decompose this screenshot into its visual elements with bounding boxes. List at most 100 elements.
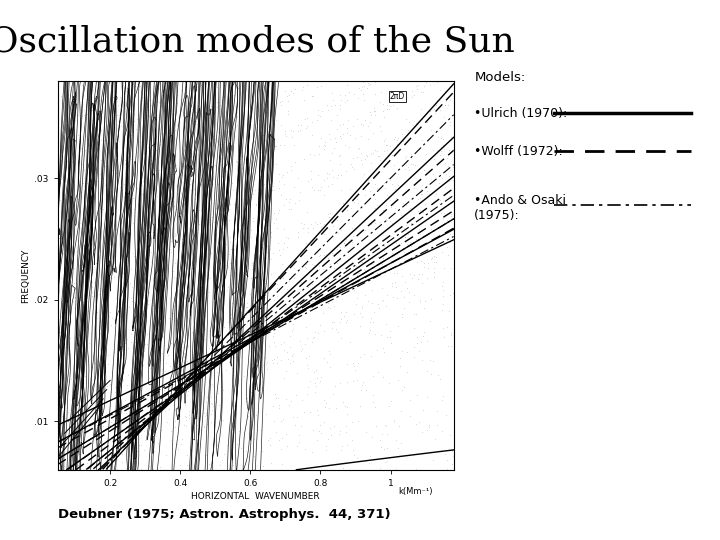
Point (139, 326, 150, 334)
Point (54, 328, 66, 336)
Point (271, 353, 283, 361)
Point (428, 170, 439, 179)
Point (195, 388, 207, 396)
Point (257, 131, 269, 139)
Point (275, 190, 287, 199)
Point (302, 282, 313, 291)
Point (66, 257, 78, 266)
Point (225, 264, 237, 272)
Point (171, 431, 183, 440)
Point (179, 226, 191, 235)
Point (65, 85, 76, 94)
Point (86, 173, 98, 182)
Point (405, 150, 416, 158)
Point (263, 327, 274, 335)
Point (366, 159, 377, 167)
Point (151, 411, 163, 420)
Point (251, 330, 262, 339)
Point (128, 205, 140, 213)
Point (112, 272, 123, 281)
Point (161, 160, 172, 169)
Point (331, 215, 343, 224)
Point (247, 377, 258, 386)
Point (415, 257, 427, 266)
Point (236, 164, 248, 172)
Point (276, 460, 288, 469)
Point (341, 402, 352, 411)
Point (270, 308, 282, 317)
Point (171, 231, 182, 240)
Point (367, 259, 379, 268)
Point (60, 464, 72, 473)
Point (69, 293, 81, 301)
Point (192, 186, 204, 194)
Point (51, 451, 63, 460)
Point (365, 260, 377, 268)
Point (284, 313, 296, 322)
Point (241, 394, 253, 402)
Point (374, 122, 386, 131)
Point (306, 297, 318, 306)
Point (186, 93, 198, 102)
Point (351, 194, 363, 203)
Point (142, 143, 153, 151)
Point (297, 224, 309, 233)
Point (307, 224, 319, 232)
Point (94, 230, 105, 239)
Point (50, 271, 62, 280)
Point (318, 145, 329, 153)
Point (276, 173, 288, 182)
Point (134, 185, 145, 194)
Point (125, 78, 137, 86)
Point (96, 359, 107, 368)
Point (330, 403, 341, 412)
Point (64, 406, 76, 415)
Point (95, 125, 107, 134)
Point (135, 215, 146, 224)
Point (248, 137, 259, 145)
Point (377, 296, 389, 305)
Point (341, 421, 352, 430)
Point (280, 232, 292, 241)
Point (135, 114, 146, 123)
Point (115, 264, 127, 272)
Point (446, 447, 458, 456)
Point (275, 339, 287, 348)
Point (108, 450, 120, 459)
Point (295, 422, 307, 430)
Point (382, 429, 393, 438)
Point (121, 409, 132, 418)
Point (215, 461, 226, 470)
Point (209, 135, 220, 144)
Point (355, 386, 366, 395)
Point (300, 445, 311, 454)
Point (247, 293, 258, 302)
Point (69, 304, 81, 313)
Point (380, 422, 392, 431)
Point (421, 367, 433, 376)
Point (307, 131, 318, 139)
Point (431, 146, 443, 154)
Point (298, 407, 310, 416)
Point (138, 322, 150, 331)
Point (79, 77, 91, 85)
Point (258, 462, 269, 470)
Point (122, 228, 133, 237)
Point (359, 290, 371, 299)
Point (278, 346, 289, 354)
Point (106, 387, 117, 396)
Point (256, 185, 267, 193)
Point (366, 254, 377, 262)
Point (240, 84, 252, 93)
Point (265, 441, 276, 449)
Point (112, 376, 123, 385)
Point (286, 326, 297, 335)
Point (176, 171, 187, 179)
Point (270, 159, 282, 168)
Point (268, 186, 279, 194)
Point (314, 252, 325, 260)
Point (248, 339, 260, 347)
Point (240, 447, 251, 456)
Point (58, 462, 70, 470)
Point (254, 390, 266, 399)
